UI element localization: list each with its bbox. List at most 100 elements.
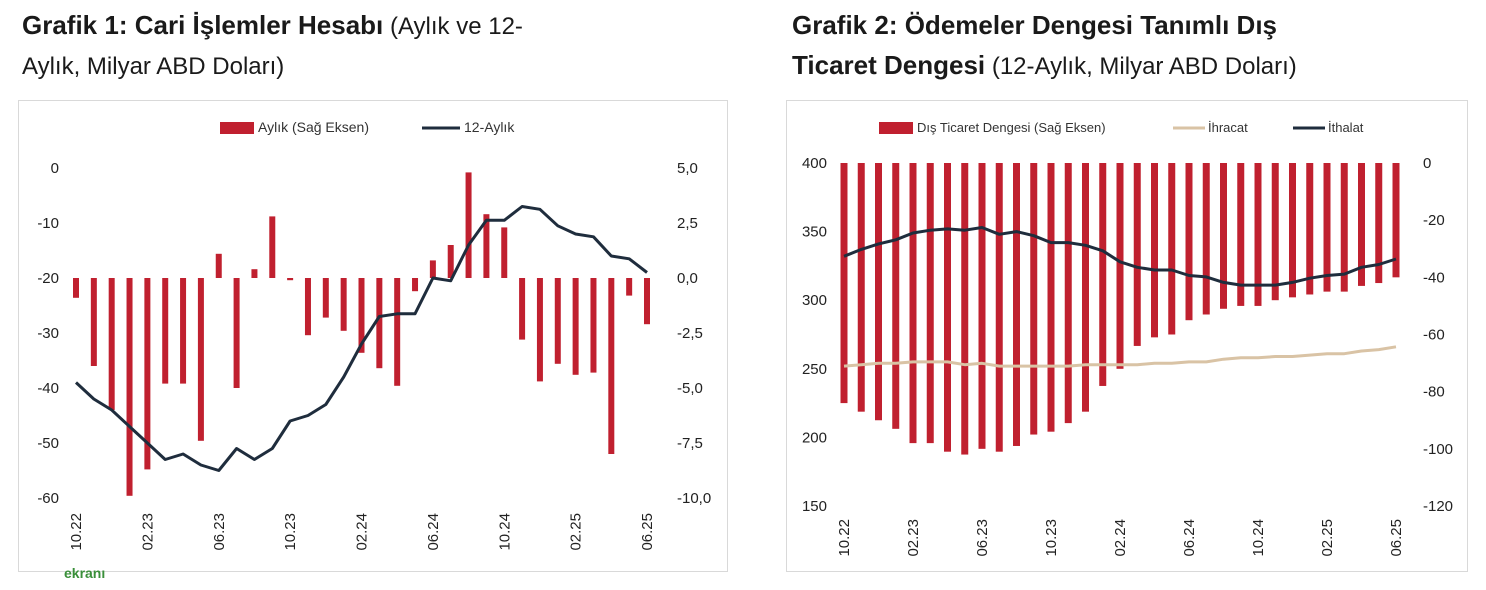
c2-bar xyxy=(840,163,848,404)
chart1-title-rest-1: (Aylık ve 12- xyxy=(383,13,523,40)
c1-bar xyxy=(197,278,204,441)
c1-bar xyxy=(572,278,579,375)
c1-x-tick: 06.25 xyxy=(639,513,656,551)
c1-bar xyxy=(626,278,633,296)
chart1-legend-bar-swatch xyxy=(220,122,254,134)
chart2-legend-bar-label: Dış Ticaret Dengesi (Sağ Eksen) xyxy=(917,120,1106,135)
c1-bar xyxy=(180,278,187,384)
c2-bar xyxy=(1185,163,1193,321)
c1-y-left-tick: -40 xyxy=(37,380,59,397)
c2-bar xyxy=(1237,163,1245,306)
c1-bar xyxy=(358,278,365,353)
chart1-legend-line-label: 12-Aylık xyxy=(464,119,515,135)
c1-bar xyxy=(215,253,222,278)
c1-bar xyxy=(501,227,508,278)
c2-y-left-tick: 150 xyxy=(802,498,827,515)
c2-bar xyxy=(961,163,969,455)
c2-bar xyxy=(1116,163,1124,369)
chart2-legend-bar-swatch xyxy=(879,122,913,134)
c1-y-right-tick: -7,5 xyxy=(677,435,703,452)
c1-bar xyxy=(465,172,472,278)
c1-bar xyxy=(73,278,79,298)
c2-bar xyxy=(1082,163,1089,412)
c1-y-right-tick: -5,0 xyxy=(677,380,703,397)
c1-y-left-tick: -30 xyxy=(37,325,59,342)
c2-y-right-tick: -120 xyxy=(1423,498,1453,515)
c1-bar xyxy=(519,278,526,340)
c2-y-left-tick: 350 xyxy=(802,224,827,241)
c2-bar xyxy=(1133,163,1141,346)
c2-x-tick: 02.25 xyxy=(1319,519,1336,557)
c2-bar xyxy=(1047,163,1055,432)
chart1-title: Grafik 1: Cari İşlemler Hesabı (Aylık ve… xyxy=(22,6,722,85)
c2-y-right-tick: -60 xyxy=(1423,327,1445,344)
c2-y-left-tick: 250 xyxy=(802,361,827,378)
c1-bar xyxy=(429,260,436,278)
c1-bar xyxy=(162,278,169,384)
c1-bar xyxy=(233,278,240,388)
c2-x-tick: 02.23 xyxy=(905,519,922,557)
c1-bar xyxy=(287,278,294,281)
c1-y-left-tick: -20 xyxy=(37,270,59,287)
c1-bar xyxy=(376,278,383,369)
c1-x-tick: 10.23 xyxy=(282,513,299,551)
c2-y-right-tick: 0 xyxy=(1423,155,1431,172)
chart1-legend: Aylık (Sağ Eksen) 12-Aylık xyxy=(220,119,515,135)
c2-bar xyxy=(857,163,865,412)
c2-bar xyxy=(944,163,951,452)
c1-bar xyxy=(322,278,329,318)
chart1-title-bold: Grafik 1: Cari İşlemler Hesabı xyxy=(22,10,384,40)
c1-bar xyxy=(90,278,97,366)
c1-y-right-tick: -2,5 xyxy=(677,325,703,342)
c2-y-left-tick: 400 xyxy=(802,155,827,172)
chart2-panel: Dış Ticaret Dengesi (Sağ Eksen) İhracat … xyxy=(786,100,1468,572)
chart2-title-rest: (12-Aylık, Milyar ABD Doları) xyxy=(985,52,1297,80)
c2-x-tick: 10.23 xyxy=(1043,519,1060,557)
c1-x-tick: 06.24 xyxy=(425,513,442,551)
c1-bar xyxy=(536,278,543,382)
c2-bar xyxy=(1271,163,1279,301)
c1-bar xyxy=(108,278,115,410)
chart1-title-rest-2: Aylık, Milyar ABD Doları) xyxy=(22,52,285,80)
c2-y-left-tick: 200 xyxy=(802,429,827,446)
c1-y-left-tick: -50 xyxy=(37,435,59,452)
c2-y-right-tick: -100 xyxy=(1423,441,1453,458)
c2-bar xyxy=(1358,163,1365,286)
c2-bar xyxy=(978,163,986,449)
c2-series-line xyxy=(843,345,1397,368)
c1-bar xyxy=(251,269,258,278)
c2-y-right-tick: -80 xyxy=(1423,384,1445,401)
c1-bar xyxy=(554,278,561,364)
c2-x-tick: 06.24 xyxy=(1181,519,1198,557)
c2-x-tick: 10.22 xyxy=(836,519,853,557)
c2-bar xyxy=(1254,163,1262,306)
c1-y-left-tick: 0 xyxy=(51,160,59,177)
c1-bar xyxy=(269,216,276,278)
chart2-title-bold-1: Grafik 2: Ödemeler Dengesi Tanımlı Dış xyxy=(792,10,1278,40)
c1-bar xyxy=(394,278,401,386)
c2-bar xyxy=(1168,163,1176,335)
c1-y-right-tick: 5,0 xyxy=(677,160,698,177)
c1-bar xyxy=(340,278,347,331)
c1-y-left-tick: -60 xyxy=(37,490,59,507)
c2-bar xyxy=(875,163,882,421)
c1-bar xyxy=(412,278,419,292)
c2-x-tick: 02.24 xyxy=(1112,519,1129,557)
c2-y-left-tick: 300 xyxy=(802,292,827,309)
c1-bar xyxy=(483,214,490,278)
c1-bar xyxy=(144,278,151,470)
c1-series-line xyxy=(74,205,648,472)
c1-y-right-tick: -10,0 xyxy=(677,490,711,507)
c2-bar xyxy=(892,163,900,429)
c1-x-tick: 10.24 xyxy=(496,513,513,551)
c2-bar xyxy=(1151,163,1158,338)
c2-bar xyxy=(1220,163,1227,309)
c1-x-tick: 02.23 xyxy=(139,513,156,551)
chart2-legend-export-label: İhracat xyxy=(1208,120,1248,135)
c2-bar xyxy=(1013,163,1020,446)
c2-bar xyxy=(1064,163,1072,424)
c2-bar xyxy=(1323,163,1331,292)
chart2-title: Grafik 2: Ödemeler Dengesi Tanımlı Dış T… xyxy=(792,6,1472,85)
chart1-svg: Aylık (Sağ Eksen) 12-Aylık 0 -10 -20 -30 -40… xyxy=(37,119,711,551)
c1-bar xyxy=(447,245,454,278)
